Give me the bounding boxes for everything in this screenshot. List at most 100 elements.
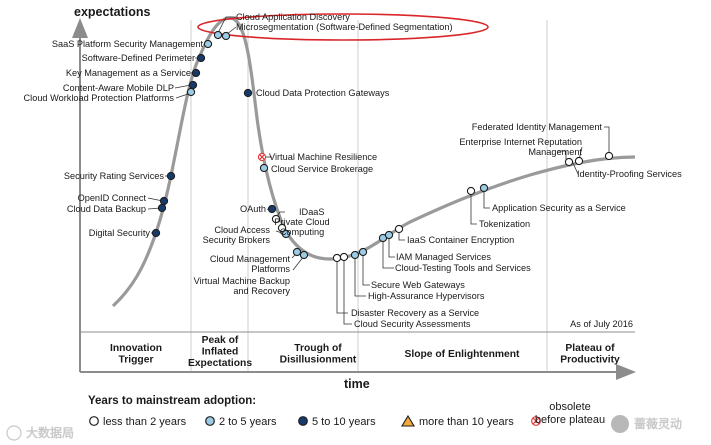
tech-label: Cloud Data Backup <box>67 204 146 214</box>
tech-marker <box>339 252 349 262</box>
tech-marker <box>243 88 253 98</box>
tech-label: Virtual Machine Backup and Recovery <box>194 276 291 296</box>
tech-label: Disaster Recovery as a Service <box>351 308 479 318</box>
tech-marker <box>394 224 404 234</box>
highlight-ellipse <box>197 13 489 41</box>
legend: Years to mainstream adoption: less than … <box>88 395 605 428</box>
tech-marker <box>213 30 223 40</box>
tech-label: Cloud Service Brokerage <box>271 164 373 174</box>
leader-line <box>483 188 490 209</box>
tech-label: Virtual Machine Resilience <box>269 152 377 162</box>
svg-text:蔷薇灵动: 蔷薇灵动 <box>634 416 682 431</box>
leader-line <box>382 238 394 269</box>
tech-label: IDaaS <box>299 207 325 217</box>
tech-label: Application Security as a Service <box>492 203 626 213</box>
tech-marker <box>466 186 476 196</box>
leader-line <box>354 256 366 297</box>
tech-label: Security Rating Services <box>64 171 164 181</box>
tech-marker <box>151 228 161 238</box>
tech-label: High-Assurance Hypervisors <box>368 291 485 301</box>
tech-marker <box>166 171 176 181</box>
phase-label: Slope of Enlightenment <box>405 349 521 360</box>
watermark-logo-icon <box>6 425 22 441</box>
phase-label: Plateau of Productivity <box>560 343 620 366</box>
tech-label: Cloud Workload Protection Platforms <box>24 93 175 103</box>
tech-label: Microsegmentation (Software-Defined Segm… <box>236 22 453 32</box>
svg-text:大数据局: 大数据局 <box>26 425 74 440</box>
tech-label: Enterprise Internet Reputation Management <box>459 137 582 157</box>
cross-icon <box>532 417 540 425</box>
legend-item: obsolete before plateau <box>531 401 605 426</box>
tech-labels: Cloud Application Discovery Microsegment… <box>24 12 683 329</box>
tech-label: Cloud Access Security Brokers <box>203 225 271 245</box>
tech-label: Identity-Proofing Services <box>577 169 682 179</box>
legend-label: 5 to 10 years <box>312 416 376 428</box>
legend-item: more than 10 years <box>401 414 514 428</box>
legend-label: obsolete before plateau <box>535 401 605 426</box>
legend-label: less than 2 years <box>103 416 187 428</box>
legend-title: Years to mainstream adoption: <box>88 395 256 407</box>
tech-label: OpenID Connect <box>78 193 147 203</box>
tech-marker <box>196 53 206 63</box>
tech-label: Cloud Management Platforms <box>210 254 291 274</box>
phase-label: Peak of Inflated Expectations <box>188 335 252 369</box>
tech-label: Cloud Application Discovery <box>236 12 350 22</box>
legend-label: more than 10 years <box>419 416 514 428</box>
tech-label: Digital Security <box>89 228 151 238</box>
phase-label: Innovation Trigger <box>110 343 162 366</box>
leader-line <box>174 84 192 89</box>
tech-marker <box>281 229 291 239</box>
tech-marker <box>188 80 198 90</box>
tech-label: Key Management as a Service <box>66 68 191 78</box>
tech-marker <box>203 39 213 49</box>
tech-marker <box>159 196 169 206</box>
tech-label: SaaS Platform Security Management <box>52 39 204 49</box>
leader-lines <box>147 16 610 325</box>
y-axis-title: expectations <box>74 5 150 19</box>
leader-line <box>572 162 579 175</box>
tech-label: Private Cloud Computing <box>274 217 329 237</box>
leader-line <box>343 258 352 325</box>
tech-marker <box>259 163 269 173</box>
legend-marker <box>89 416 99 426</box>
leader-line <box>558 150 567 161</box>
legend-label: 2 to 5 years <box>219 416 277 428</box>
tech-marker <box>299 250 309 260</box>
leader-line <box>470 192 477 225</box>
tech-marker <box>271 214 281 224</box>
tech-label: IAM Managed Services <box>396 252 491 262</box>
legend-item: 2 to 5 years <box>205 416 277 428</box>
leader-line <box>388 235 395 258</box>
tech-marker <box>186 87 196 97</box>
leader-line <box>362 253 370 286</box>
x-axis-title: time <box>344 377 370 391</box>
tech-marker <box>604 151 614 161</box>
tech-label: Cloud Data Protection Gateways <box>256 88 390 98</box>
tech-marker <box>350 250 360 260</box>
legend-item: 5 to 10 years <box>298 416 376 428</box>
phase-labels: Innovation Trigger Peak of Inflated Expecta… <box>110 335 620 369</box>
tech-markers <box>151 30 614 263</box>
phase-label: Trough of Disillusionment <box>280 343 357 366</box>
legend-marker <box>205 416 215 426</box>
watermark-left: 大数据局 <box>6 425 74 441</box>
tech-marker <box>191 68 201 78</box>
legend-item: less than 2 years <box>89 416 187 428</box>
leader-line <box>604 126 610 156</box>
tech-marker <box>384 230 394 240</box>
tech-marker <box>277 223 287 233</box>
as-of-note: As of July 2016 <box>570 319 633 329</box>
tech-marker <box>574 156 584 166</box>
legend-marker <box>401 414 415 427</box>
tech-marker <box>358 247 368 257</box>
tech-label: Cloud-Testing Tools and Services <box>395 263 531 273</box>
tech-marker <box>267 204 277 214</box>
tech-label: Secure Web Gateways <box>371 280 465 290</box>
leader-line <box>217 16 236 34</box>
tech-marker <box>221 31 231 41</box>
tech-marker <box>479 183 489 193</box>
tech-label: OAuth <box>240 204 266 214</box>
leader-line <box>336 259 348 314</box>
tech-label: IaaS Container Encryption <box>407 235 514 245</box>
